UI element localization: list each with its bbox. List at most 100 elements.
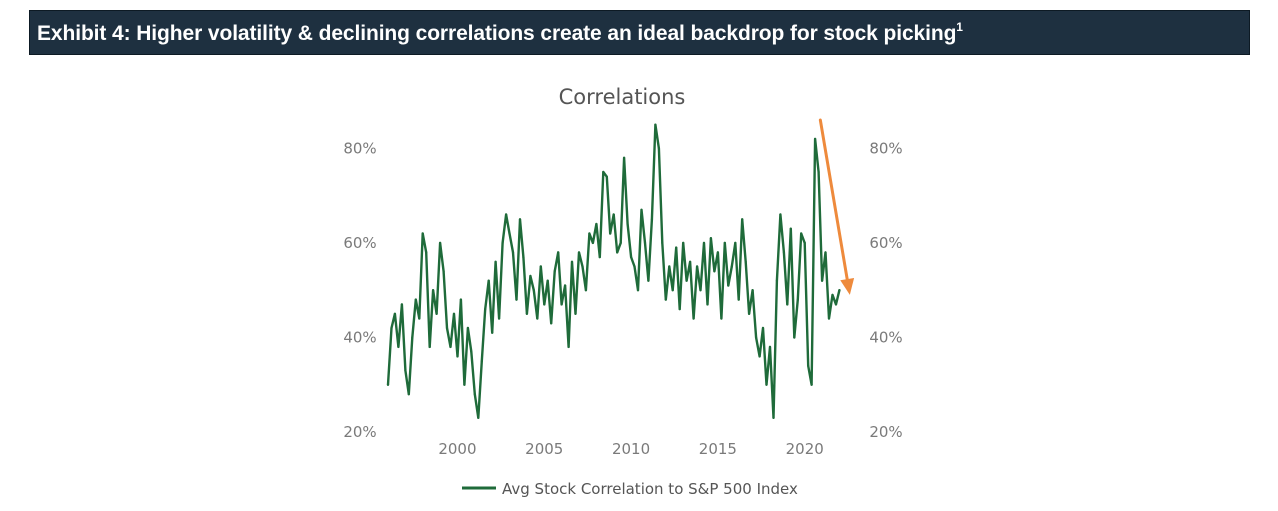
data-point xyxy=(713,270,716,273)
data-point xyxy=(817,170,820,174)
y-tick-label-right: 20% xyxy=(869,423,902,441)
data-point xyxy=(536,317,539,320)
y-tick-label-right: 40% xyxy=(869,328,902,346)
data-point xyxy=(689,260,692,263)
data-point xyxy=(657,147,661,150)
series-group xyxy=(386,123,841,419)
data-point xyxy=(723,241,726,244)
y-axis-right: 20% 40% 60% 80% xyxy=(869,139,902,441)
data-point xyxy=(758,355,761,358)
data-point xyxy=(671,289,674,292)
data-point xyxy=(678,308,681,311)
data-point xyxy=(411,336,414,339)
footnote-marker: 1 xyxy=(956,20,963,34)
data-point xyxy=(400,303,403,306)
data-point xyxy=(487,279,490,282)
annotation-group xyxy=(818,118,855,295)
data-point xyxy=(390,326,393,330)
data-point xyxy=(602,170,605,174)
data-point xyxy=(775,279,779,282)
data-point xyxy=(696,265,699,268)
data-point xyxy=(647,279,650,282)
data-point xyxy=(786,303,789,306)
data-point xyxy=(550,322,553,325)
data-point xyxy=(814,137,817,140)
data-point xyxy=(744,260,747,263)
data-point xyxy=(529,274,532,278)
data-point xyxy=(699,289,702,292)
x-tick-label: 2005 xyxy=(525,440,563,458)
data-point xyxy=(741,218,744,221)
data-point xyxy=(626,222,629,226)
data-point xyxy=(463,383,466,386)
data-point xyxy=(494,260,497,263)
trend-arrow-shaft xyxy=(818,118,849,281)
data-point xyxy=(439,241,442,244)
data-point xyxy=(765,383,768,386)
data-point xyxy=(456,355,459,358)
exhibit-title-text: Exhibit 4: Higher volatility & declining… xyxy=(37,22,957,45)
data-point xyxy=(515,298,518,301)
data-point xyxy=(386,383,390,386)
data-point xyxy=(633,265,636,268)
data-point xyxy=(425,251,428,254)
data-point xyxy=(484,308,487,311)
data-point xyxy=(480,360,483,363)
data-point xyxy=(560,303,563,306)
y-tick-label-left: 20% xyxy=(343,423,376,441)
data-point xyxy=(501,241,504,244)
data-point xyxy=(393,312,396,315)
data-point xyxy=(525,312,529,315)
data-point xyxy=(511,251,515,254)
data-point xyxy=(404,369,407,372)
data-point xyxy=(414,298,417,301)
data-point xyxy=(737,298,740,301)
data-point xyxy=(612,213,615,216)
data-point xyxy=(508,232,511,235)
data-point xyxy=(755,336,758,339)
data-point xyxy=(432,289,435,292)
data-point xyxy=(831,293,834,296)
data-point xyxy=(834,303,838,306)
series-line xyxy=(386,123,841,419)
data-point xyxy=(643,241,647,244)
data-point xyxy=(498,317,501,320)
trend-arrow-head xyxy=(840,277,855,295)
y-tick-label-right: 80% xyxy=(869,139,902,157)
data-point xyxy=(477,416,480,419)
data-point xyxy=(793,336,796,339)
data-point xyxy=(702,241,706,244)
data-point xyxy=(518,218,522,221)
y-axis-left: 20% 40% 60% 80% xyxy=(343,139,376,441)
data-point xyxy=(827,317,831,320)
legend: Avg Stock Correlation to S&P 500 Index xyxy=(462,480,798,498)
data-point xyxy=(630,256,633,259)
data-point xyxy=(442,270,445,273)
data-point xyxy=(473,393,476,396)
data-point xyxy=(661,241,664,244)
data-point xyxy=(692,317,695,320)
data-point xyxy=(574,312,577,315)
data-point xyxy=(591,241,595,244)
data-point xyxy=(685,279,688,282)
data-point xyxy=(553,270,556,273)
data-point xyxy=(803,241,806,244)
data-point xyxy=(407,393,410,396)
data-point xyxy=(588,232,591,235)
data-point xyxy=(824,251,827,254)
data-point xyxy=(623,156,626,159)
data-point xyxy=(640,208,643,211)
data-point xyxy=(543,303,546,306)
data-point xyxy=(727,284,730,287)
data-point xyxy=(716,251,720,254)
data-point xyxy=(650,218,654,221)
data-point xyxy=(782,251,786,254)
data-point xyxy=(577,251,581,254)
data-point xyxy=(581,265,584,268)
data-point xyxy=(682,241,685,244)
data-point xyxy=(838,289,841,292)
x-tick-label: 2015 xyxy=(699,440,737,458)
data-point xyxy=(567,345,570,348)
data-point xyxy=(789,227,792,230)
